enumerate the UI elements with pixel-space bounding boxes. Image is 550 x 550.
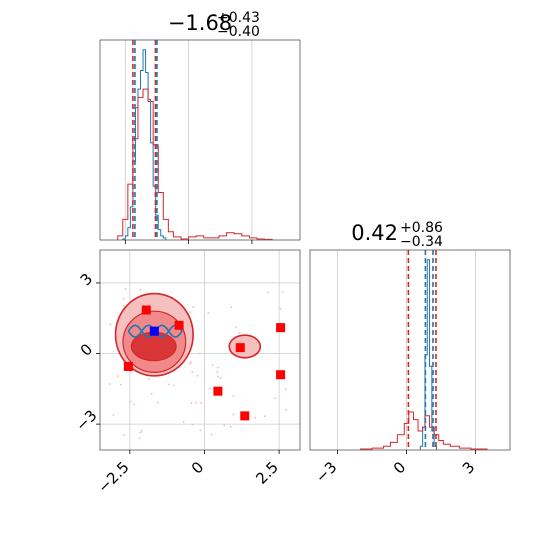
panel-frame (99, 39, 301, 241)
background-sample (140, 429, 143, 432)
background-sample (273, 397, 276, 400)
background-sample (230, 306, 233, 309)
background-sample (199, 429, 202, 432)
background-sample (109, 323, 112, 326)
red-marker (240, 411, 250, 421)
title-lower: −0.34 (400, 234, 443, 250)
background-sample (116, 375, 119, 378)
background-sample (232, 395, 235, 397)
background-sample (139, 431, 142, 434)
background-sample (217, 375, 219, 378)
background-sample (156, 401, 159, 404)
marginal-panel-1: −1.68 +0.43 −0.40 (99, 10, 301, 244)
background-sample (189, 311, 192, 313)
panel-title-1: −1.68 (168, 11, 232, 35)
background-sample (210, 433, 213, 436)
title-median: 0.42 (351, 221, 398, 245)
background-sample (238, 332, 241, 335)
title-median: −1.68 (168, 11, 232, 35)
background-sample (196, 374, 199, 377)
background-sample (109, 383, 112, 385)
background-sample (209, 387, 212, 390)
background-sample (173, 384, 175, 387)
red-marker (276, 323, 286, 333)
background-sample (266, 291, 269, 294)
panel-frame (309, 249, 511, 451)
background-sample (279, 307, 282, 310)
background-sample (124, 288, 127, 290)
background-sample (223, 424, 226, 427)
background-sample (191, 423, 194, 426)
background-sample (182, 420, 185, 423)
panel-frame (99, 249, 301, 451)
background-sample (200, 401, 203, 404)
background-sample (129, 400, 132, 403)
background-sample (216, 370, 219, 373)
background-sample (123, 434, 125, 436)
histogram-series (117, 88, 273, 240)
blue-marker (149, 326, 159, 336)
background-sample (284, 408, 287, 411)
histogram-series (419, 259, 437, 450)
background-sample (139, 288, 142, 291)
background-sample (234, 326, 237, 329)
background-sample (191, 371, 194, 373)
title-upper: +0.86 (400, 220, 443, 236)
background-sample (190, 402, 193, 405)
background-sample (147, 378, 150, 380)
background-sample (150, 392, 153, 395)
red-marker (213, 386, 223, 396)
title-upper: +0.43 (217, 10, 260, 26)
background-sample (119, 383, 122, 386)
red-marker (174, 320, 184, 330)
background-sample (219, 376, 222, 379)
background-sample (281, 291, 284, 294)
background-sample (192, 305, 195, 308)
background-sample (190, 361, 192, 363)
red-marker (235, 343, 245, 353)
background-sample (264, 415, 266, 418)
background-sample (207, 312, 210, 315)
background-sample (167, 383, 170, 386)
background-sample (133, 403, 136, 406)
title-lower: −0.40 (217, 24, 260, 40)
red-marker (276, 370, 286, 380)
histogram-series (360, 411, 488, 450)
panel-title-2: 0.42 (351, 221, 398, 245)
background-sample (216, 366, 219, 369)
marginal-panel-2: −3 0 3 0.42 +0.86 −0.34 (309, 220, 511, 486)
background-sample (211, 363, 214, 366)
background-sample (138, 437, 141, 439)
background-sample (122, 304, 125, 307)
background-sample (284, 388, 287, 391)
background-sample (232, 413, 235, 416)
background-sample (195, 401, 197, 404)
background-sample (254, 416, 257, 419)
background-sample (229, 425, 232, 428)
background-sample (198, 352, 201, 355)
histogram-series (122, 49, 167, 240)
background-sample (122, 297, 125, 300)
red-marker (141, 305, 151, 315)
background-sample (112, 414, 115, 416)
background-sample (189, 362, 191, 365)
red-marker (123, 361, 133, 371)
